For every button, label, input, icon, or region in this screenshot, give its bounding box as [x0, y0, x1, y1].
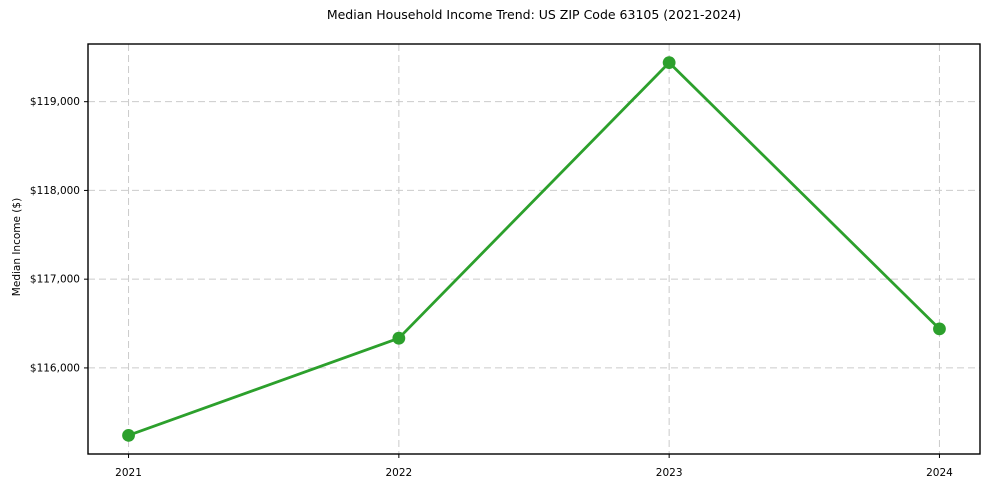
data-point-marker [933, 322, 946, 336]
y-axis-label: Median Income ($) [11, 197, 23, 297]
y-tick-label: $119,000 [30, 96, 80, 108]
x-tick-label: 2021 [115, 467, 142, 479]
plot-border [87, 43, 981, 455]
x-tick-label: 2022 [385, 467, 412, 479]
y-tick-label: $116,000 [30, 362, 80, 374]
y-tick-label: $118,000 [30, 185, 80, 197]
x-tick-label: 2023 [656, 467, 683, 479]
trend-line [127, 61, 941, 437]
y-tick-label: $117,000 [30, 274, 80, 286]
data-point-marker [122, 428, 135, 442]
data-point-marker [662, 56, 676, 70]
x-tick-label: 2024 [926, 467, 953, 479]
chart-title: Median Household Income Trend: US ZIP Co… [326, 7, 742, 22]
data-point-marker [392, 331, 406, 345]
